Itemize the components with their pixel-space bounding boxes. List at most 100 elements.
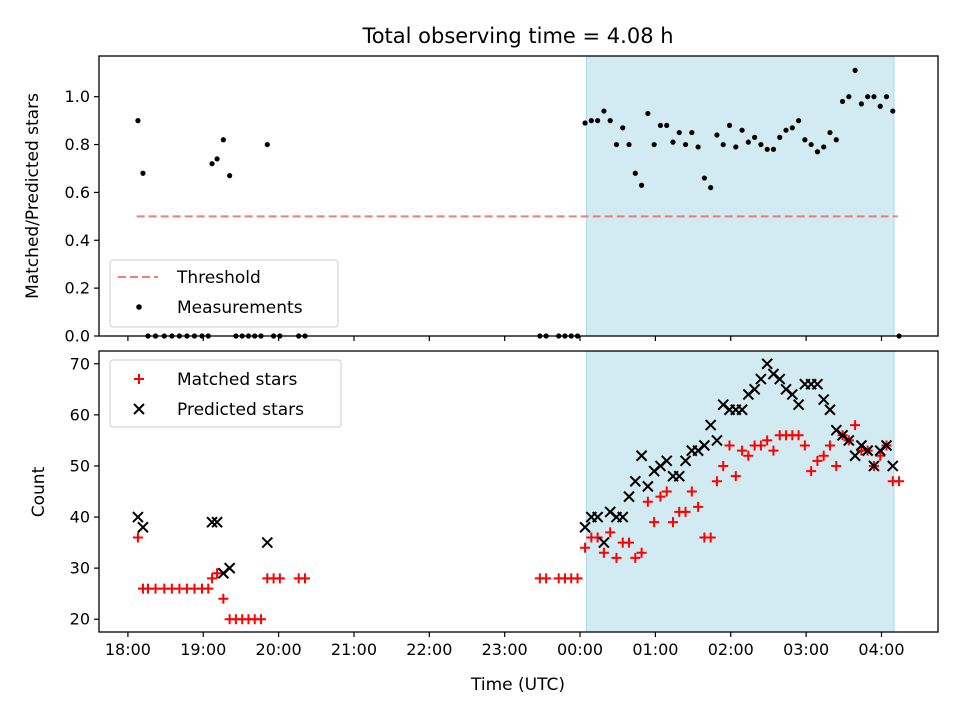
measurement-point	[676, 129, 682, 136]
predicted-star-point	[698, 439, 711, 452]
matched-star-point	[256, 614, 267, 625]
bottom-y-tick-label: 60	[70, 405, 90, 424]
measurement-point	[670, 139, 676, 145]
matched-star-point	[680, 506, 691, 517]
top-axes: 0.0 0.2 0.4 0.6 0.8 1.0	[65, 87, 883, 346]
measurement-point	[140, 170, 146, 176]
predicted-star-point	[261, 536, 274, 549]
matched-star-point	[768, 445, 779, 456]
x-tick-label: 01:00	[632, 640, 678, 659]
matched-star-point	[762, 435, 773, 446]
matched-star-point	[132, 532, 143, 543]
predicted-star-point	[736, 404, 748, 416]
measurements-legend-swatch	[136, 304, 142, 310]
predicted-star-point	[137, 521, 149, 533]
measurement-point	[607, 118, 613, 124]
matched-star-point	[655, 491, 666, 502]
matched-star-point	[598, 547, 609, 558]
bottom-legend-box	[109, 359, 342, 428]
x-tick-label: 21:00	[331, 640, 377, 659]
matched-star-point	[667, 517, 678, 528]
predicted-star-point	[704, 419, 717, 431]
matched-star-point	[755, 440, 766, 451]
x-tick-label: 23:00	[482, 640, 528, 659]
predicted-legend-swatch	[133, 403, 145, 415]
measurement-point	[858, 101, 864, 107]
bottom-observing-window	[585, 350, 895, 633]
measurement-point	[733, 144, 739, 150]
predicted-star-point	[579, 521, 591, 533]
x-tick-label: 22:00	[406, 640, 452, 659]
top-legend-box	[109, 259, 339, 328]
matched-star-point	[875, 450, 886, 461]
matched-star-point	[572, 573, 583, 584]
chart-title: Total observing time = 4.08 h	[361, 24, 673, 48]
predicted-star-point	[811, 378, 824, 390]
measurement-point	[745, 139, 751, 145]
predicted-star-point	[679, 455, 692, 467]
measurement-point	[214, 156, 220, 162]
measurement-point	[664, 122, 670, 129]
x-tick-label: 00:00	[557, 640, 603, 659]
matched-legend-swatch	[134, 374, 144, 384]
predicted-star-point	[755, 373, 767, 385]
predicted-star-point	[660, 455, 673, 467]
matched-star-point	[824, 440, 835, 451]
top-axes-frame	[98, 55, 939, 337]
predicted-star-point	[849, 450, 861, 462]
top-legend: Threshold Measurements	[109, 259, 339, 328]
predicted-legend-label: Predicted stars	[177, 400, 304, 420]
bottom-plot-area	[132, 350, 905, 633]
bottom-y-tick-label: 20	[70, 610, 90, 629]
matched-star-point	[894, 476, 905, 487]
measurement-point	[657, 122, 664, 129]
bottom-y-tick-label: 70	[70, 354, 90, 373]
top-y-tick-label: 0.6	[65, 183, 90, 202]
matched-star-point	[818, 450, 829, 461]
measurement-point	[871, 94, 877, 100]
measurement-point	[595, 118, 601, 124]
x-tick-label: 18:00	[105, 640, 151, 659]
matched-star-point	[812, 455, 823, 466]
measurement-point	[720, 141, 726, 148]
predicted-star-point	[868, 460, 880, 472]
matched-star-point	[661, 486, 672, 497]
measurement-point	[846, 94, 852, 100]
measurement-point	[582, 120, 588, 126]
bottom-y-tick-label: 50	[70, 456, 90, 475]
matched-star-point	[274, 573, 285, 584]
matched-star-point	[686, 486, 697, 497]
matched-star-point	[218, 593, 229, 604]
measurement-point	[783, 127, 789, 133]
measurement-point	[626, 141, 632, 148]
matched-star-point	[693, 501, 704, 512]
matched-star-point	[541, 573, 552, 584]
matched-star-point	[212, 568, 223, 579]
measurement-point	[827, 129, 833, 136]
predicted-star-point	[673, 470, 685, 482]
matched-star-point	[649, 517, 660, 528]
matched-star-point	[743, 450, 754, 461]
matched-star-point	[793, 430, 804, 441]
predicted-star-point	[132, 511, 144, 523]
top-y-tick-label: 0.0	[65, 327, 90, 346]
top-y-tick-label: 0.8	[65, 135, 90, 154]
measurement-point	[752, 134, 758, 140]
measurement-point	[645, 110, 651, 117]
matched-star-point	[580, 542, 591, 553]
threshold-legend-label: Threshold	[176, 268, 261, 288]
matched-star-point	[705, 532, 716, 543]
matched-star-point	[207, 573, 218, 584]
x-tick-label: 02:00	[708, 640, 754, 659]
measurement-point	[839, 98, 846, 105]
measurement-point	[758, 141, 764, 148]
bottom-y-tick-label: 30	[70, 559, 90, 578]
measurement-point	[264, 141, 270, 148]
matched-star-point	[711, 476, 722, 487]
bottom-axes-frame	[98, 350, 939, 633]
measurement-point	[808, 141, 814, 148]
matched-star-point	[737, 445, 748, 456]
predicted-star-point	[774, 373, 786, 385]
matched-star-point	[624, 537, 635, 548]
